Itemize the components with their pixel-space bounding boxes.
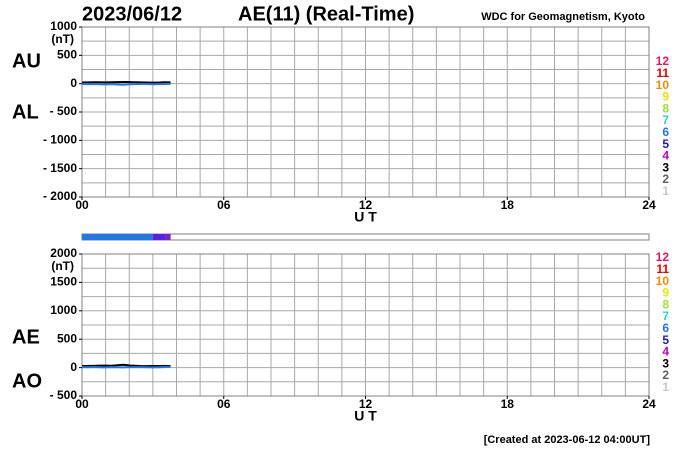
- chart-title: AE(11) (Real-Time): [238, 3, 414, 25]
- date: 2023/06/12: [82, 3, 182, 25]
- legend-entry: 12: [656, 250, 670, 264]
- legend-entry: 3: [662, 356, 669, 370]
- legend-entry: 11: [656, 262, 669, 276]
- x-tick-label: 06: [217, 198, 231, 212]
- series-line: [81, 80, 171, 84]
- legend-entry: 4: [662, 345, 669, 359]
- legend-entry: 9: [662, 90, 669, 104]
- y-tick-label: - 1000: [43, 133, 77, 147]
- legend-entry: 6: [662, 125, 669, 139]
- y-tick-label: - 500: [50, 388, 78, 402]
- y-tick-label: - 1500: [43, 161, 77, 175]
- x-tick-label: 18: [501, 198, 515, 212]
- y-tick-label: 0: [70, 76, 77, 90]
- series-label: AL: [12, 101, 39, 123]
- legend-entry: 10: [656, 274, 670, 288]
- legend-entry: 1: [662, 184, 669, 198]
- x-axis-label: U T: [354, 209, 377, 225]
- y-unit: (nT): [51, 32, 74, 46]
- y-tick-label: 1500: [50, 275, 77, 289]
- series-label: AE: [12, 326, 40, 348]
- legend-entry: 4: [662, 149, 669, 163]
- y-tick-label: 500: [57, 331, 77, 345]
- legend-entry: 2: [662, 172, 669, 186]
- strip-segment: [152, 234, 166, 240]
- footer: [Created at 2023-06-12 04:00UT]: [484, 434, 651, 446]
- legend-entry: 12: [656, 54, 670, 68]
- x-tick-label: 24: [642, 198, 656, 212]
- series-label: AO: [12, 370, 42, 392]
- x-tick-label: 12: [359, 397, 373, 411]
- y-tick-label: 0: [70, 360, 77, 374]
- x-tick-label: 00: [75, 397, 89, 411]
- series-line: [81, 82, 171, 86]
- legend-entry: 8: [662, 297, 669, 311]
- legend-entry: 3: [662, 160, 669, 174]
- legend-entry: 10: [656, 78, 670, 92]
- source: WDC for Geomagnetism, Kyoto: [481, 11, 645, 23]
- x-tick-label: 06: [217, 397, 231, 411]
- x-tick-label: 18: [501, 397, 515, 411]
- y-tick-label: - 2000: [43, 189, 77, 203]
- legend-entry: 1: [662, 380, 669, 394]
- x-tick-label: 24: [642, 397, 656, 411]
- series-label: AU: [12, 50, 41, 72]
- strip-segment: [82, 234, 153, 240]
- series-line: [81, 363, 171, 368]
- x-tick-label: 00: [75, 198, 89, 212]
- legend-entry: 2: [662, 368, 669, 382]
- legend-entry: 9: [662, 286, 669, 300]
- legend-entry: 5: [662, 333, 669, 347]
- legend-entry: 6: [662, 321, 669, 335]
- legend-entry: 7: [662, 309, 669, 323]
- y-tick-label: 500: [57, 48, 77, 62]
- y-tick-label: 1000: [50, 303, 77, 317]
- y-unit: (nT): [51, 259, 74, 273]
- strip-segment: [165, 234, 171, 240]
- legend-entry: 8: [662, 101, 669, 115]
- legend-entry: 5: [662, 137, 669, 151]
- x-axis-label: U T: [354, 408, 377, 424]
- legend-entry: 11: [656, 66, 669, 80]
- y-tick-label: 1000: [50, 19, 77, 33]
- y-tick-label: 2000: [50, 246, 77, 260]
- y-tick-label: - 500: [50, 104, 78, 118]
- legend-entry: 7: [662, 113, 669, 127]
- x-tick-label: 12: [359, 198, 373, 212]
